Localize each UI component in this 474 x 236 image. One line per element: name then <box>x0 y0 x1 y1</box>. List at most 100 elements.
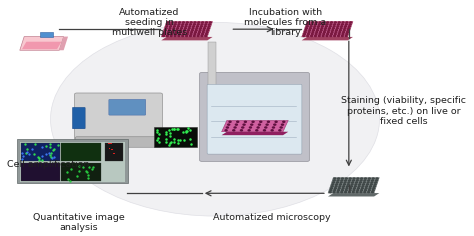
Circle shape <box>345 35 347 37</box>
FancyBboxPatch shape <box>109 99 146 115</box>
Circle shape <box>336 30 337 31</box>
Circle shape <box>333 26 335 27</box>
Circle shape <box>304 32 306 33</box>
Circle shape <box>346 178 347 179</box>
Bar <box>105 143 123 161</box>
Circle shape <box>265 127 267 128</box>
Circle shape <box>175 22 177 23</box>
Circle shape <box>252 121 254 122</box>
Circle shape <box>344 28 346 29</box>
Circle shape <box>354 186 356 187</box>
Circle shape <box>345 24 347 25</box>
Bar <box>209 42 216 92</box>
Circle shape <box>260 121 262 122</box>
Circle shape <box>203 28 206 29</box>
Circle shape <box>177 26 179 27</box>
Circle shape <box>353 178 355 179</box>
Circle shape <box>350 188 352 189</box>
Circle shape <box>310 35 312 37</box>
Circle shape <box>193 35 195 37</box>
Text: Incubation with
molecules from a
library: Incubation with molecules from a library <box>244 8 326 37</box>
Circle shape <box>182 22 184 23</box>
Bar <box>154 127 198 147</box>
Circle shape <box>343 186 345 187</box>
Circle shape <box>189 26 191 27</box>
Circle shape <box>205 35 207 37</box>
Circle shape <box>346 32 348 33</box>
Circle shape <box>316 32 318 33</box>
Circle shape <box>168 32 170 33</box>
Circle shape <box>200 28 202 29</box>
FancyBboxPatch shape <box>200 72 310 161</box>
Circle shape <box>334 35 336 37</box>
Circle shape <box>355 184 357 185</box>
Circle shape <box>331 186 333 187</box>
Circle shape <box>361 190 363 191</box>
Circle shape <box>345 26 346 27</box>
Circle shape <box>335 32 337 33</box>
Circle shape <box>234 127 236 128</box>
Circle shape <box>257 127 259 128</box>
Circle shape <box>346 22 348 23</box>
Circle shape <box>266 124 268 125</box>
Circle shape <box>307 24 309 25</box>
Circle shape <box>185 35 188 37</box>
Circle shape <box>174 24 176 25</box>
Circle shape <box>351 184 353 185</box>
Circle shape <box>356 192 358 193</box>
Circle shape <box>282 124 283 125</box>
Circle shape <box>345 180 346 181</box>
Bar <box>21 143 60 161</box>
Circle shape <box>332 30 334 31</box>
Circle shape <box>331 32 333 33</box>
Circle shape <box>332 184 334 185</box>
Circle shape <box>191 32 193 33</box>
Circle shape <box>194 32 197 33</box>
Circle shape <box>341 190 344 191</box>
Circle shape <box>172 32 173 33</box>
Circle shape <box>368 192 370 193</box>
Circle shape <box>327 22 329 23</box>
Circle shape <box>323 22 325 23</box>
Circle shape <box>197 26 199 27</box>
Circle shape <box>317 30 319 31</box>
Circle shape <box>271 130 273 131</box>
Circle shape <box>339 32 341 33</box>
Circle shape <box>341 24 344 25</box>
Circle shape <box>362 186 364 187</box>
Circle shape <box>368 178 370 179</box>
Circle shape <box>359 184 361 185</box>
Circle shape <box>201 26 202 27</box>
Circle shape <box>313 28 315 29</box>
FancyBboxPatch shape <box>75 137 162 147</box>
Circle shape <box>187 32 189 33</box>
Circle shape <box>341 192 343 193</box>
Circle shape <box>194 22 196 23</box>
Circle shape <box>256 130 258 131</box>
Circle shape <box>344 182 346 183</box>
Polygon shape <box>22 42 62 49</box>
Text: Cell amplification: Cell amplification <box>7 160 90 169</box>
Circle shape <box>283 121 285 122</box>
Circle shape <box>249 127 251 128</box>
Text: Staining (viability, specific
proteins, etc.) on live or
fixed cells: Staining (viability, specific proteins, … <box>341 97 466 126</box>
Circle shape <box>372 178 374 179</box>
Circle shape <box>372 190 374 191</box>
Circle shape <box>328 28 330 29</box>
Circle shape <box>334 22 337 23</box>
Circle shape <box>314 35 317 37</box>
Circle shape <box>328 30 330 31</box>
Circle shape <box>197 35 199 37</box>
Circle shape <box>349 190 351 191</box>
Circle shape <box>166 35 168 37</box>
Bar <box>111 149 113 150</box>
Circle shape <box>237 121 239 122</box>
Circle shape <box>188 30 190 31</box>
Circle shape <box>319 32 321 33</box>
Circle shape <box>326 24 328 25</box>
Circle shape <box>314 26 316 27</box>
Circle shape <box>177 28 179 29</box>
Circle shape <box>349 178 351 179</box>
Circle shape <box>358 186 360 187</box>
Circle shape <box>164 32 166 33</box>
